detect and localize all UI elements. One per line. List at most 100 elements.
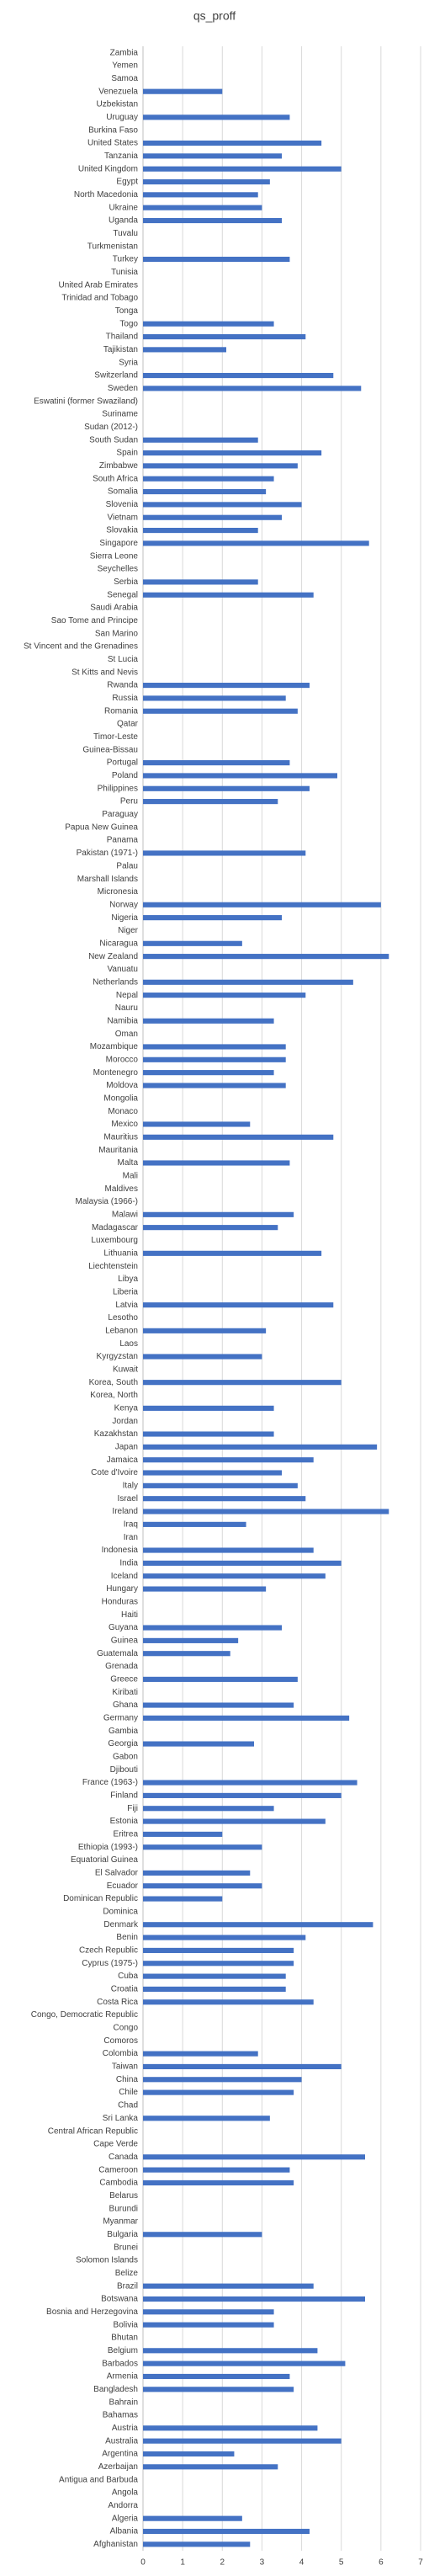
bar <box>143 708 298 714</box>
y-tick-label: Guinea-Bissau <box>82 745 138 754</box>
y-tick-label: Kiribati <box>112 1688 138 1697</box>
y-tick-label: Samoa <box>111 74 138 83</box>
y-tick-label: Colombia <box>103 2049 139 2058</box>
y-tick-label: Equatorial Guinea <box>71 1855 138 1865</box>
bar <box>143 1211 294 1217</box>
y-tick-label: Liechtenstein <box>88 1262 138 1271</box>
y-tick-label: Greece <box>110 1675 138 1685</box>
bar <box>143 1547 314 1553</box>
bar <box>143 2232 262 2238</box>
bar <box>143 372 334 379</box>
y-tick-label: Micronesia <box>98 887 139 897</box>
y-tick-label: Suriname <box>102 410 138 419</box>
bar <box>143 1651 230 1657</box>
y-tick-label: Indonesia <box>102 1546 139 1555</box>
y-tick-label: United States <box>87 139 138 148</box>
y-tick-label: Antigua and Barbuda <box>59 2475 138 2484</box>
bar <box>143 2322 274 2328</box>
y-tick-label: Croatia <box>111 1985 139 1994</box>
bar <box>143 799 278 805</box>
y-tick-label: Trinidad and Tobago <box>61 294 138 303</box>
bar <box>143 1121 251 1127</box>
y-tick-label: Philippines <box>98 784 138 793</box>
y-tick-label: Morocco <box>106 1055 139 1064</box>
y-tick-label: Slovakia <box>106 526 138 535</box>
bar <box>143 785 310 791</box>
y-tick-label: Argentina <box>102 2450 138 2459</box>
y-tick-label: South Sudan <box>89 435 138 444</box>
y-tick-label: Ireland <box>112 1507 138 1516</box>
bar <box>143 2438 342 2444</box>
y-tick-label: Georgia <box>108 1739 138 1748</box>
bar <box>143 514 282 520</box>
y-tick-label: Andorra <box>108 2501 138 2510</box>
y-tick-label: Korea, North <box>90 1391 138 1400</box>
y-tick-label: Spain <box>116 449 138 458</box>
y-tick-label: Malaysia (1966-) <box>76 1197 138 1206</box>
x-tick-label: 2 <box>220 2558 225 2568</box>
y-tick-label: Cameroon <box>98 2165 138 2174</box>
y-tick-label: Jordan <box>112 1417 138 1426</box>
bar <box>143 256 290 263</box>
y-tick-label: Marshall Islands <box>77 875 138 884</box>
bar <box>143 488 267 495</box>
y-tick-label: Iceland <box>111 1572 138 1581</box>
y-tick-label: Burundi <box>109 2204 138 2213</box>
y-tick-label: St Kitts and Nevis <box>72 668 138 677</box>
y-tick-label: Jamaica <box>107 1456 139 1465</box>
y-tick-label: Oman <box>115 1030 138 1039</box>
y-tick-label: Dominica <box>103 1908 138 1917</box>
y-tick-label: Barbados <box>102 2359 138 2368</box>
bar <box>143 1870 251 1876</box>
y-tick-label: Tanzania <box>104 152 138 161</box>
bar <box>143 1586 267 1592</box>
y-tick-label: Congo <box>114 2024 139 2033</box>
y-tick-label: Bangladesh <box>93 2385 138 2394</box>
y-tick-label: Angola <box>112 2488 139 2498</box>
y-tick-label: United Kingdom <box>78 164 138 173</box>
y-tick-label: Romania <box>104 706 138 716</box>
bar <box>143 1986 286 1992</box>
y-tick-label: Liberia <box>113 1287 138 1296</box>
x-tick-label: 0 <box>140 2558 146 2568</box>
bar <box>143 2373 290 2380</box>
y-tick-label: Sweden <box>108 384 138 393</box>
bar <box>143 954 389 960</box>
bar <box>143 1961 294 1967</box>
x-tick-label: 6 <box>379 2558 384 2568</box>
y-tick-label: Taiwan <box>112 2062 138 2072</box>
bar <box>143 1470 282 1476</box>
y-tick-label: Tuvalu <box>113 229 138 238</box>
y-tick-label: India <box>119 1559 138 1568</box>
bar <box>143 2387 294 2392</box>
y-tick-label: Cape Verde <box>93 2140 138 2149</box>
x-tick-label: 1 <box>180 2558 185 2568</box>
y-tick-label: Burkina Faso <box>88 125 138 135</box>
y-tick-label: St Vincent and the Grenadines <box>24 642 138 652</box>
y-tick-label: Syria <box>119 358 138 367</box>
x-tick-label: 4 <box>299 2558 305 2568</box>
y-tick-label: El Salvador <box>95 1869 139 1878</box>
bar <box>143 2179 294 2186</box>
y-tick-label: Papua New Guinea <box>65 822 138 832</box>
bar <box>143 1354 262 1360</box>
y-tick-label: France (1963-) <box>82 1778 138 1787</box>
bar <box>143 347 226 353</box>
y-tick-label: Kyrgyzstan <box>97 1352 138 1361</box>
bar <box>143 333 306 340</box>
y-tick-label: Benin <box>116 1933 138 1942</box>
y-tick-label: Latvia <box>115 1301 138 1310</box>
y-tick-label: Grenada <box>105 1662 138 1671</box>
y-tick-label: Canada <box>109 2153 138 2162</box>
bar <box>143 2464 278 2470</box>
y-tick-label: Denmark <box>103 1920 139 1929</box>
y-tick-label: China <box>116 2075 139 2084</box>
y-tick-label: Bahrain <box>109 2398 138 2407</box>
y-tick-label: Central African Republic <box>48 2126 138 2136</box>
bar <box>143 760 290 766</box>
y-tick-label: Tonga <box>115 306 139 316</box>
y-tick-label: Guyana <box>109 1623 138 1632</box>
y-tick-label: Switzerland <box>94 371 138 381</box>
y-tick-label: South Africa <box>93 474 138 483</box>
y-tick-label: Finland <box>110 1791 138 1801</box>
